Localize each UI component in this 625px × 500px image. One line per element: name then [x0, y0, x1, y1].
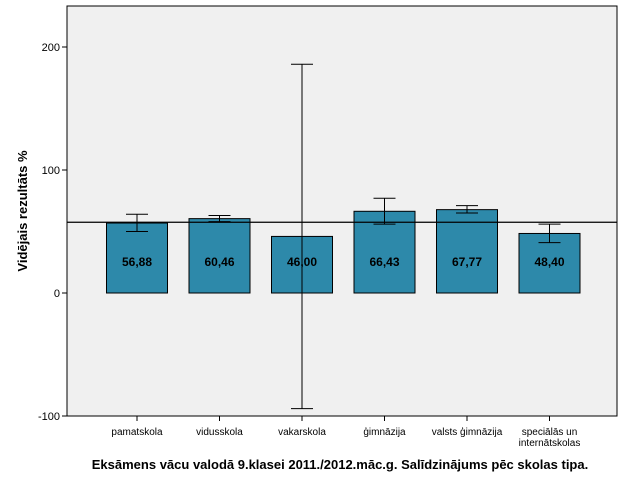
error-bar — [126, 213, 148, 232]
chart-title: Eksāmens vācu valodā 9.klasei 2011./2012… — [91, 457, 589, 472]
data-label: 56,88 — [122, 255, 152, 269]
x-category-label: vakarskola — [278, 427, 326, 438]
data-labels: 56,88 60,46 46,00 66,43 67,77 48,40 — [122, 255, 565, 269]
x-category-label: vidusskola — [196, 427, 243, 438]
y-tick-label: 200 — [42, 42, 60, 54]
y-tick-label: -100 — [38, 411, 60, 423]
data-label: 67,77 — [452, 255, 482, 269]
error-bar — [291, 63, 313, 410]
x-category-label: valsts ģimnāzija — [432, 425, 503, 438]
bar — [518, 232, 581, 294]
x-category-label: pamatskola — [111, 427, 163, 438]
data-label: 46,00 — [287, 255, 317, 269]
y-tick-label: 0 — [54, 288, 60, 300]
bar — [188, 218, 251, 294]
y-axis-title: Vidējais rezultāts % — [15, 150, 30, 272]
x-category-label: internātskolas — [519, 438, 581, 449]
error-bar — [456, 205, 478, 214]
plot-area — [66, 5, 618, 417]
data-label: 66,43 — [369, 255, 399, 269]
y-axis: -100 0 100 200 — [38, 42, 67, 423]
data-label: 48,40 — [534, 255, 564, 269]
bar — [106, 222, 168, 294]
error-bar — [538, 223, 561, 244]
x-axis-categories: pamatskola vidusskola vakarskola ģimnāzija v… — [111, 416, 580, 449]
x-category-label: speciālās un — [522, 427, 578, 438]
data-label: 60,46 — [204, 255, 234, 269]
error-bar — [373, 197, 396, 225]
x-category-label: ģimnāzija — [363, 425, 406, 438]
error-bar — [208, 215, 231, 223]
error-bars — [126, 63, 561, 410]
bar — [353, 210, 416, 294]
bar — [436, 209, 498, 294]
y-tick-label: 100 — [42, 165, 60, 177]
